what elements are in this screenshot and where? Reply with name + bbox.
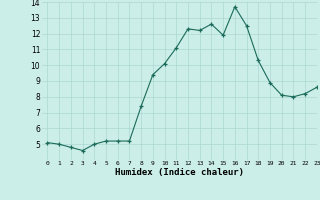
X-axis label: Humidex (Indice chaleur): Humidex (Indice chaleur)	[115, 168, 244, 177]
